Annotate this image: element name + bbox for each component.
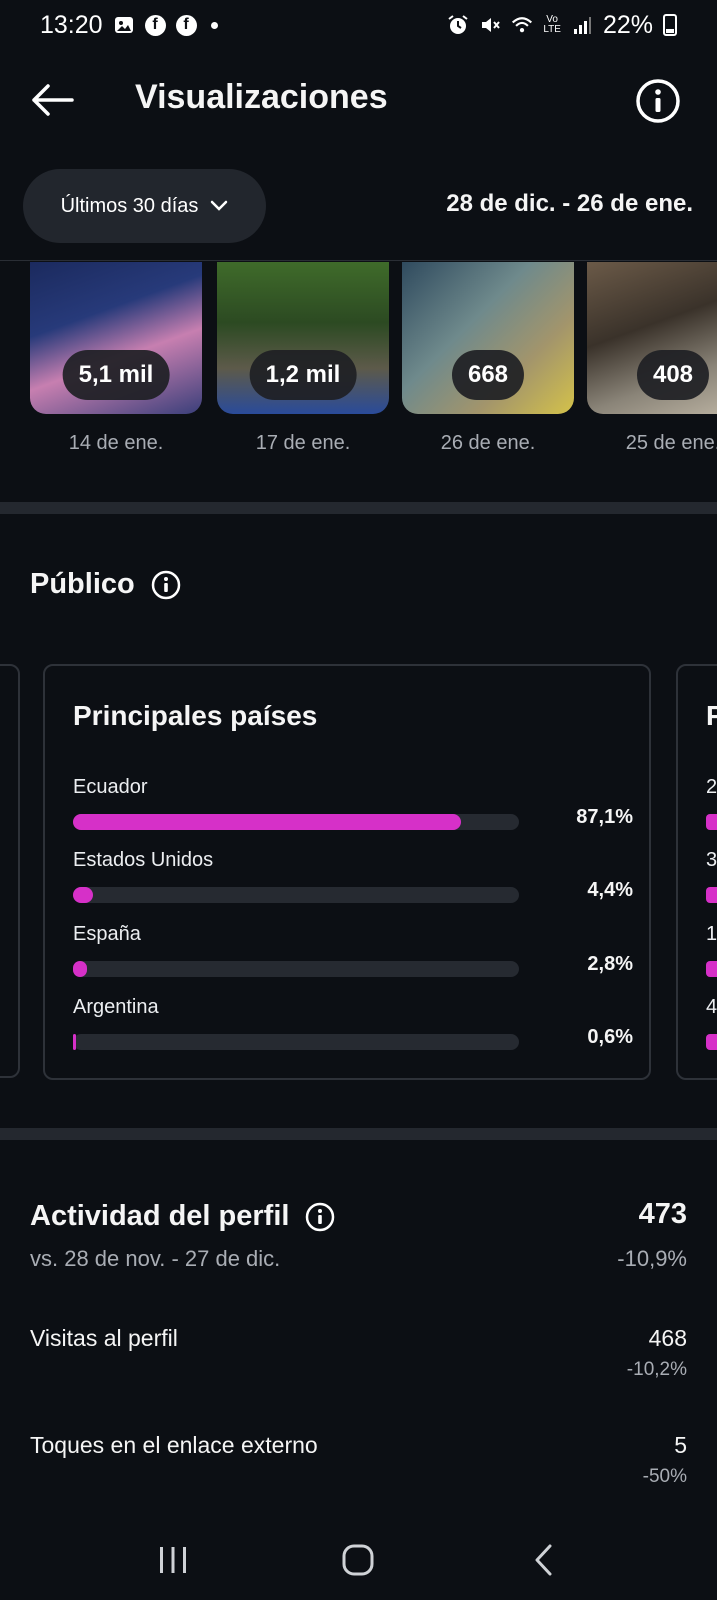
post-thumbnail[interactable]: 5,1 mil xyxy=(30,262,202,414)
next-card-bar xyxy=(706,1034,717,1050)
country-name: Estados Unidos xyxy=(73,849,214,871)
country-percent: 0,6% xyxy=(587,1026,633,1048)
bar-fill xyxy=(73,814,462,830)
audience-section-title: Público xyxy=(30,568,181,601)
post-thumbnail[interactable]: 408 xyxy=(587,262,717,414)
wifi-icon xyxy=(511,14,533,36)
post-thumbnails: 5,1 mil 14 de ene. 1,2 mil 17 de ene. 66… xyxy=(30,262,717,462)
facebook-icon: f xyxy=(175,14,197,36)
country-row: España 2,8% xyxy=(73,923,633,977)
page-title: Visualizaciones xyxy=(135,78,388,116)
country-row: Ecuador 87,1% xyxy=(73,776,633,830)
country-row: Estados Unidos 4,4% xyxy=(73,849,633,903)
header: Visualizaciones xyxy=(0,60,717,140)
date-range-dropdown[interactable]: Últimos 30 días xyxy=(23,169,266,243)
metric-label: Toques en el enlace externo xyxy=(30,1432,318,1458)
next-card-bar xyxy=(706,814,717,830)
back-nav-button[interactable] xyxy=(504,1530,584,1590)
metric-external-link-taps[interactable]: Toques en el enlace externo 5 -50% xyxy=(0,1432,717,1502)
system-navigation-bar xyxy=(0,1520,717,1600)
country-percent: 4,4% xyxy=(587,879,633,901)
profile-activity-label: Actividad del perfil xyxy=(30,1200,290,1232)
section-divider xyxy=(0,1128,717,1140)
post-date: 26 de ene. xyxy=(440,432,536,454)
chevron-down-icon xyxy=(211,200,228,211)
home-button[interactable] xyxy=(318,1530,398,1590)
bar-track xyxy=(73,961,519,977)
bar-fill xyxy=(73,961,87,977)
post-date: 14 de ene. xyxy=(68,432,164,454)
next-card-bar xyxy=(706,887,717,903)
country-row: Argentina 0,6% xyxy=(73,996,633,1050)
bar-fill xyxy=(73,1034,76,1050)
chevron-left-icon xyxy=(535,1544,552,1576)
info-button[interactable] xyxy=(635,78,681,124)
next-card-row: 3 xyxy=(706,849,717,871)
next-card-title: P xyxy=(706,700,717,732)
post-date: 17 de ene. xyxy=(255,432,351,454)
next-card-row: 2 xyxy=(706,776,717,798)
facebook-icon: f xyxy=(144,14,166,36)
alarm-icon xyxy=(447,14,469,36)
country-name: España xyxy=(73,923,141,945)
info-icon[interactable] xyxy=(305,1202,335,1232)
metric-change: -50% xyxy=(642,1466,687,1487)
date-filter-row: Últimos 30 días 28 de dic. - 26 de ene. xyxy=(0,168,717,244)
divider xyxy=(0,260,717,261)
battery-percent: 22% xyxy=(602,10,653,39)
country-name: Ecuador xyxy=(73,776,148,798)
post-thumbnail[interactable]: 668 xyxy=(402,262,574,414)
recent-apps-button[interactable] xyxy=(133,1530,213,1590)
metric-label: Visitas al perfil xyxy=(30,1325,178,1351)
info-icon xyxy=(636,79,680,123)
date-range-text: 28 de dic. - 26 de ene. xyxy=(446,190,693,217)
views-badge: 5,1 mil xyxy=(62,350,170,400)
recent-apps-icon xyxy=(159,1547,186,1573)
home-icon xyxy=(342,1544,374,1576)
metric-value: 468 xyxy=(648,1325,687,1351)
views-badge: 668 xyxy=(451,350,525,400)
back-button[interactable] xyxy=(28,78,76,122)
previous-card[interactable] xyxy=(0,664,20,1078)
section-divider xyxy=(0,502,717,514)
country-percent: 2,8% xyxy=(587,953,633,975)
volte-icon: Vo LTE xyxy=(543,14,561,35)
post-thumbnail[interactable]: 1,2 mil xyxy=(217,262,389,414)
profile-activity-title: Actividad del perfil xyxy=(30,1200,335,1233)
arrow-left-icon xyxy=(32,84,74,116)
next-card[interactable]: P 2 3 1 4 xyxy=(676,664,717,1080)
next-card-row: 1 xyxy=(706,923,717,945)
activity-total-change: -10,9% xyxy=(617,1246,687,1271)
activity-total: 473 xyxy=(638,1198,687,1230)
metric-change: -10,2% xyxy=(626,1359,687,1380)
post-date: 25 de ene. xyxy=(625,432,717,454)
bar-fill xyxy=(73,887,93,903)
signal-icon xyxy=(571,14,593,36)
metric-value: 5 xyxy=(674,1432,687,1458)
country-percent: 87,1% xyxy=(576,806,633,828)
mute-icon xyxy=(479,14,501,36)
next-card-bar xyxy=(706,961,717,977)
country-name: Argentina xyxy=(73,996,159,1018)
top-countries-card: Principales países Ecuador 87,1% Estados… xyxy=(43,664,651,1080)
comparison-period: vs. 28 de nov. - 27 de dic. xyxy=(30,1246,281,1271)
metric-profile-visits[interactable]: Visitas al perfil 468 -10,2% xyxy=(0,1325,717,1395)
status-time: 13:20 xyxy=(40,10,103,39)
status-bar: 13:20 f f Vo LTE 22% xyxy=(0,0,717,50)
views-badge: 1,2 mil xyxy=(249,350,357,400)
audience-title: Público xyxy=(30,568,135,600)
info-icon[interactable] xyxy=(151,570,181,600)
image-icon xyxy=(113,14,135,36)
next-card-row: 4 xyxy=(706,996,717,1018)
bar-track xyxy=(73,814,519,830)
dot-icon xyxy=(210,21,218,29)
views-badge: 408 xyxy=(636,350,710,400)
battery-icon xyxy=(663,14,677,36)
card-title: Principales países xyxy=(73,700,318,731)
date-range-label: Últimos 30 días xyxy=(60,194,199,217)
bar-track xyxy=(73,1034,519,1050)
bar-track xyxy=(73,887,519,903)
